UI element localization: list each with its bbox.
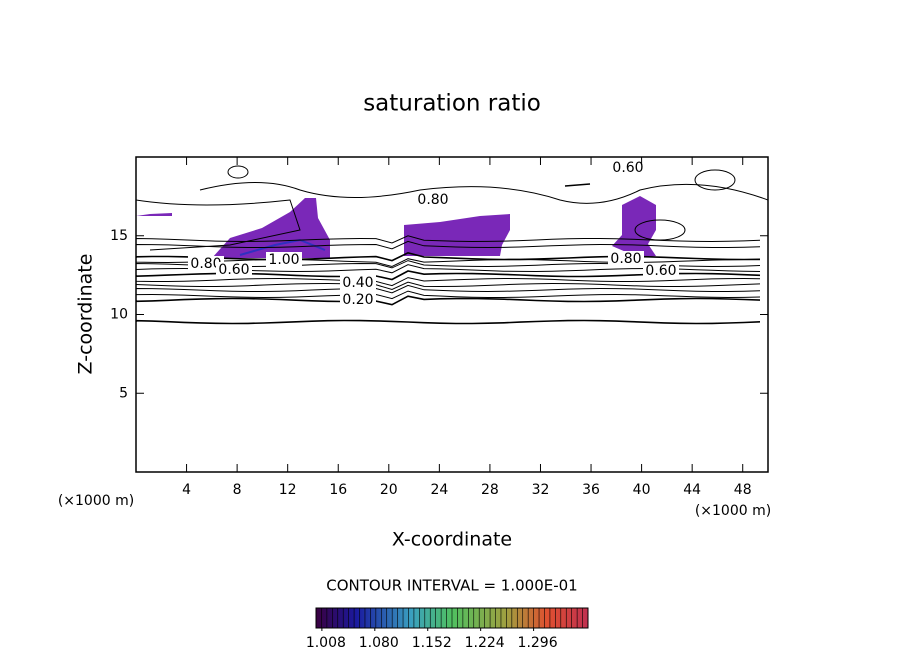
x-tick-label: 20 <box>380 482 398 498</box>
chart-title: saturation ratio <box>363 91 541 117</box>
contour-label: 0.40 <box>342 275 373 291</box>
contour-label-bg <box>340 275 376 291</box>
contour-label-bg <box>643 263 679 279</box>
contour-line <box>136 240 761 250</box>
x-tick-label: 24 <box>430 482 448 498</box>
contour-line <box>227 165 249 179</box>
contour-label: 0.80 <box>610 251 641 267</box>
x-tick-label: 32 <box>532 482 550 498</box>
x-unit: (×1000 m) <box>695 503 771 519</box>
contour-field: 0.600.800.80 1.000.600.400.200.800.60 <box>136 160 768 325</box>
contour-label: 1.00 <box>268 252 299 268</box>
contour-line <box>136 319 761 325</box>
contour-label: 0.60 <box>612 160 643 176</box>
x-tick-label: 40 <box>633 482 651 498</box>
y-unit: (×1000 m) <box>58 493 134 509</box>
supersaturated-region <box>212 198 330 258</box>
contour-interval: CONTOUR INTERVAL = 1.000E-01 <box>326 577 577 595</box>
x-tick-label: 28 <box>481 482 499 498</box>
contour-line <box>136 258 761 268</box>
contour-line <box>136 284 761 294</box>
y-tick-label: 10 <box>110 307 128 323</box>
contour-line <box>136 277 761 287</box>
contour-line <box>136 295 761 306</box>
x-tick-label: 8 <box>233 482 242 498</box>
contour-line <box>564 183 591 187</box>
contour-line <box>136 199 301 251</box>
contour-label-bg <box>216 262 252 278</box>
y-tick-label: 15 <box>110 228 128 244</box>
contour-label-bg <box>340 292 376 308</box>
supersaturated-region <box>404 214 510 256</box>
contour-label-bg <box>188 256 224 272</box>
contour-line <box>136 251 761 262</box>
contour-label-bg <box>610 160 646 176</box>
colorbar-tick-label: 1.224 <box>465 635 505 651</box>
x-tick-label: 44 <box>683 482 701 498</box>
contour-label-bg <box>415 192 451 208</box>
contour-label-bg <box>608 251 644 267</box>
x-axis-label: X-coordinate <box>392 529 512 551</box>
contour-label: 0.60 <box>218 262 249 278</box>
contour-line <box>199 182 768 204</box>
y-axis-label: Z-coordinate <box>75 254 97 375</box>
contour-line <box>239 238 326 256</box>
contour-label: 0.20 <box>342 292 373 308</box>
contour-line <box>136 281 761 291</box>
colorbar-tick-label: 1.152 <box>412 635 452 651</box>
x-tick-label: 4 <box>182 482 191 498</box>
contour-line <box>694 169 736 191</box>
y-tick-label: 5 <box>119 385 128 401</box>
contour-line <box>634 219 686 241</box>
supersaturated-region <box>612 196 656 258</box>
supersaturated-region <box>136 213 172 216</box>
x-tick-label: 48 <box>734 482 752 498</box>
colorbar-tick-label: 1.296 <box>518 635 558 651</box>
contour-line <box>136 290 761 300</box>
colorbar-tick-label: 1.008 <box>306 635 346 651</box>
contour-label: 0.60 <box>645 263 676 279</box>
x-tick-label: 12 <box>279 482 297 498</box>
contour-label: 0.80 <box>417 192 448 208</box>
x-tick-label: 16 <box>329 482 347 498</box>
x-tick-label: 36 <box>582 482 600 498</box>
contour-label-bg <box>266 252 302 268</box>
contour-label: 0.80 <box>190 256 221 272</box>
colorbar-tick-label: 1.080 <box>359 635 399 651</box>
